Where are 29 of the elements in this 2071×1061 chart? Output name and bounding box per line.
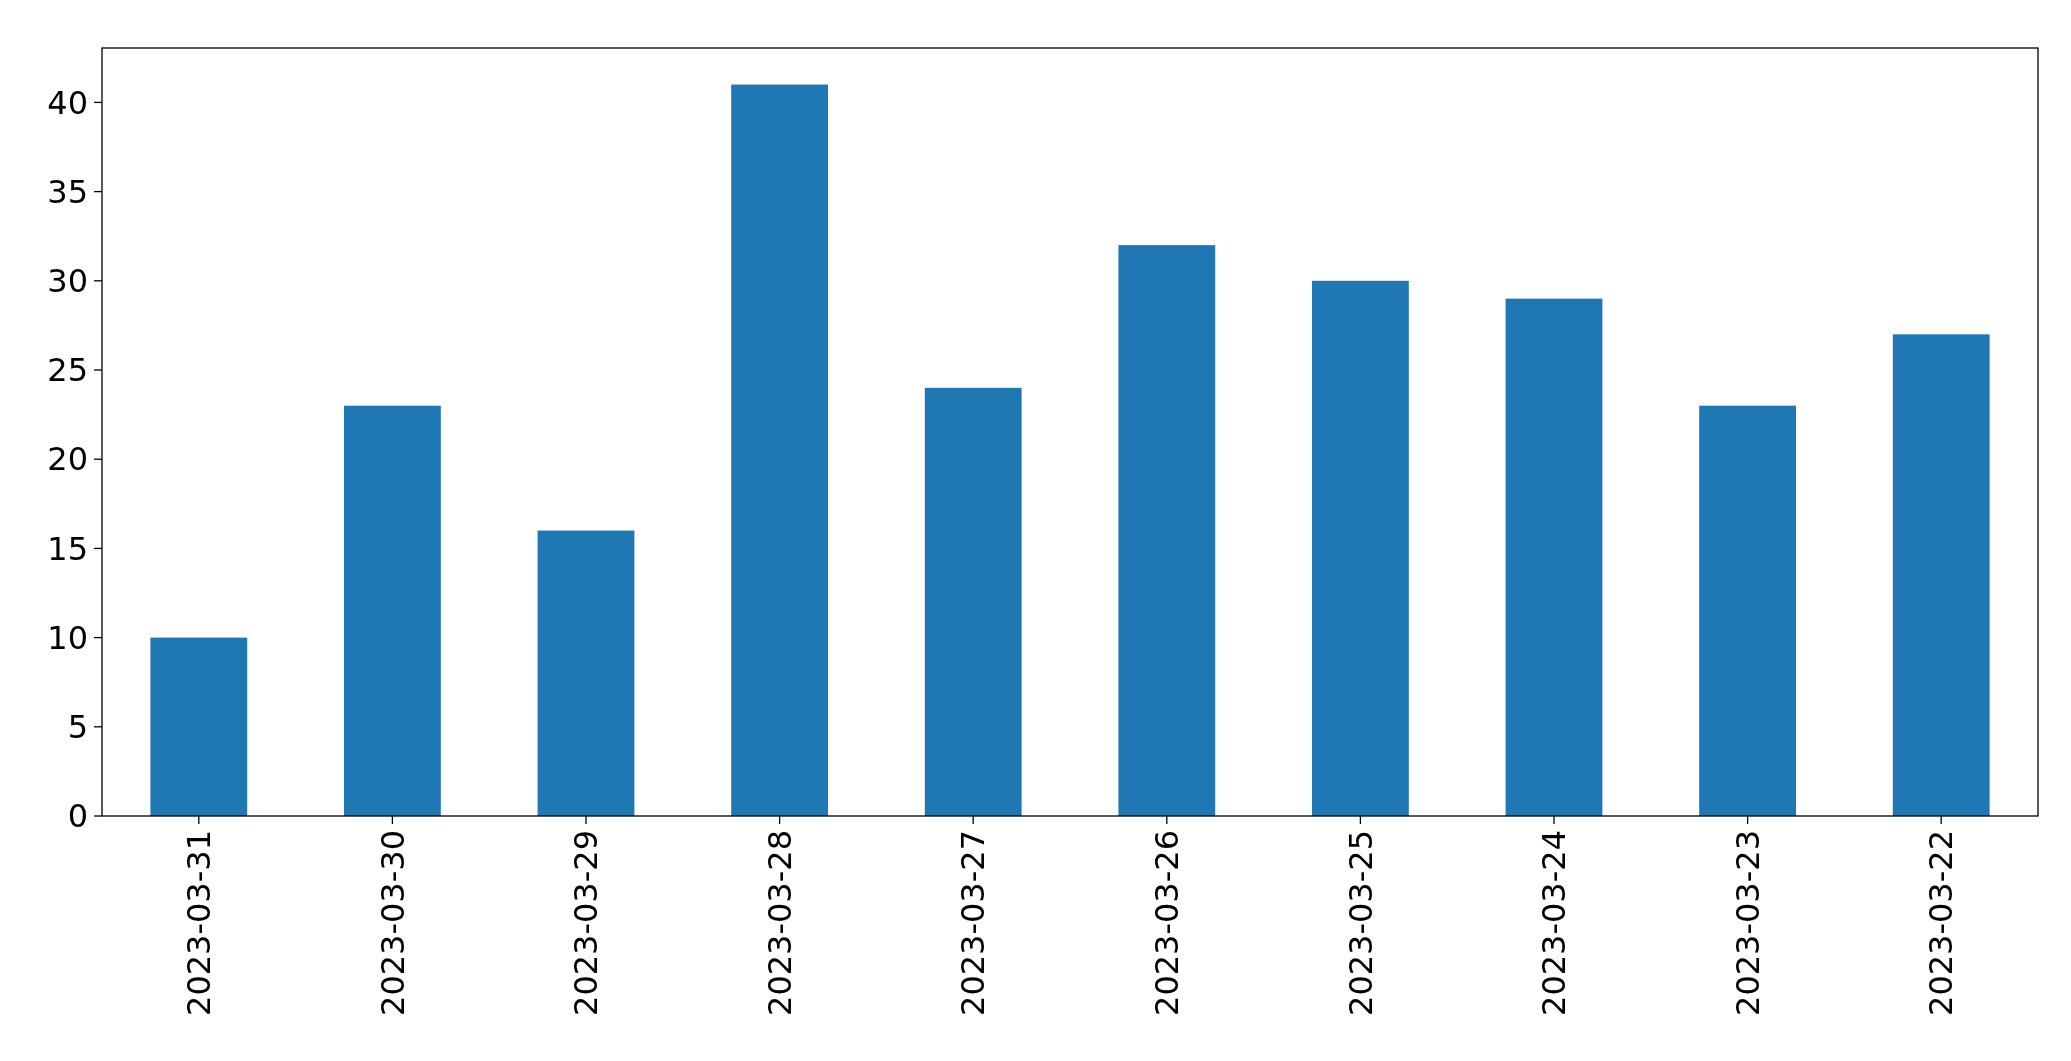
- x-tick-label: 2023-03-22: [1922, 830, 1961, 1016]
- bar: [1892, 334, 1990, 816]
- x-tick-label: 2023-03-24: [1535, 830, 1574, 1016]
- x-tick-label: 2023-03-23: [1728, 830, 1767, 1016]
- y-tick-label: 25: [47, 351, 88, 390]
- y-tick-label: 40: [47, 83, 88, 122]
- y-tick-label: 20: [47, 440, 88, 479]
- bar: [1118, 245, 1216, 816]
- x-tick-label: 2023-03-27: [954, 830, 993, 1016]
- y-tick-label: 10: [47, 618, 88, 657]
- bar: [924, 387, 1022, 816]
- x-tick-label: 2023-03-25: [1341, 830, 1380, 1016]
- bar: [1505, 298, 1603, 816]
- bar: [344, 405, 441, 816]
- x-tick-label: 2023-03-26: [1148, 830, 1186, 1016]
- y-tick-label: 35: [47, 172, 88, 211]
- bar: [731, 84, 828, 816]
- bar: [1312, 280, 1409, 816]
- y-tick-label: 5: [67, 708, 88, 746]
- y-tick-label: 15: [47, 529, 88, 568]
- x-tick-label: 2023-03-28: [760, 830, 799, 1016]
- y-tick-label: 0: [67, 797, 88, 836]
- bar: [1699, 405, 1796, 816]
- y-tick-label: 30: [47, 262, 88, 301]
- bar: [537, 530, 635, 816]
- x-tick-label: 2023-03-30: [373, 830, 412, 1016]
- bar: [150, 637, 248, 816]
- x-tick-label: 2023-03-31: [180, 830, 218, 1016]
- x-tick-label: 2023-03-29: [567, 830, 606, 1016]
